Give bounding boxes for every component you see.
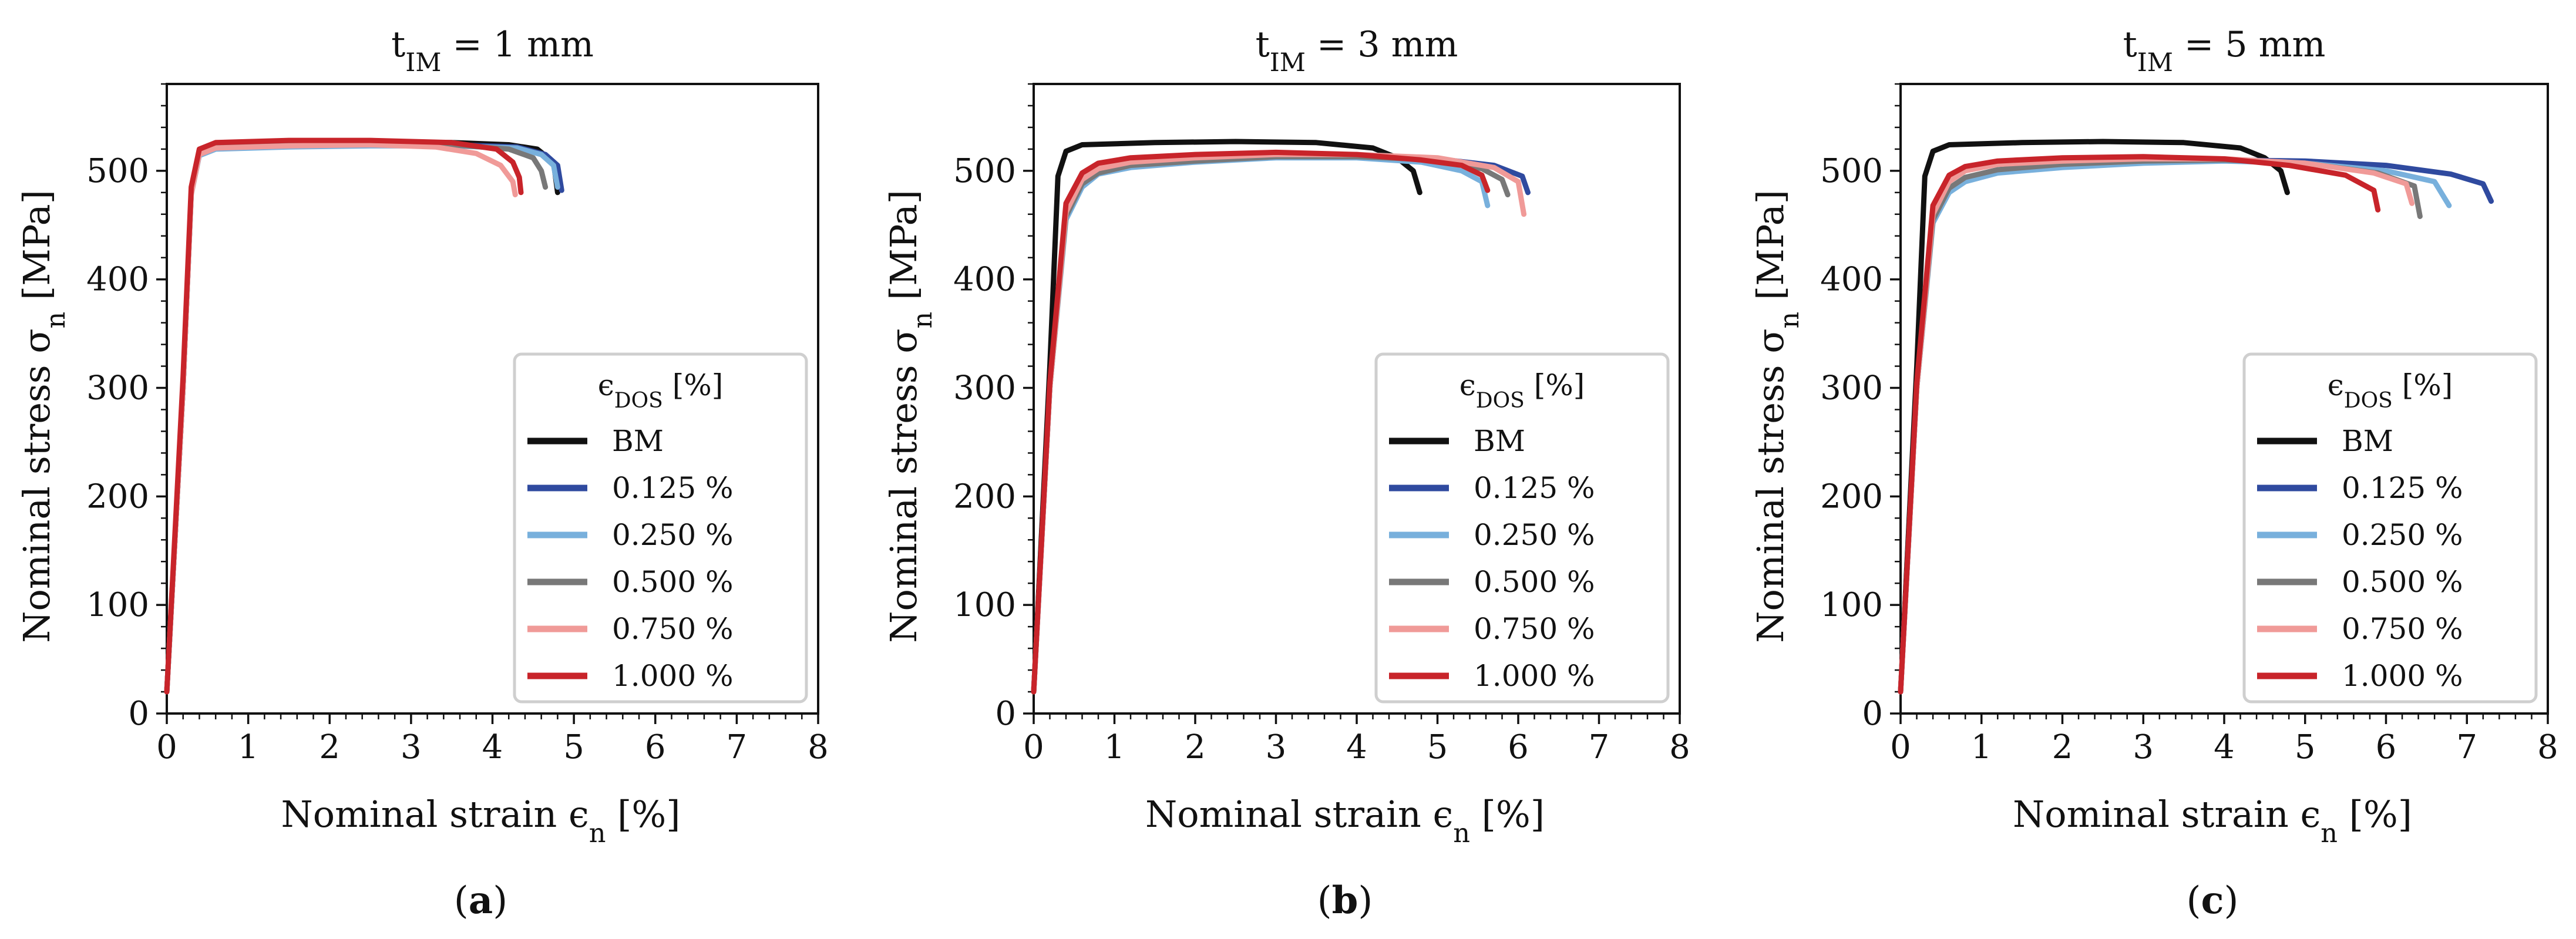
- legend-label: BM: [1474, 424, 1525, 458]
- y-tick-label: 100: [953, 586, 1016, 624]
- y-tick-label: 200: [953, 477, 1016, 516]
- y-tick-label: 300: [86, 369, 149, 408]
- series-line-0-125: [164, 142, 564, 695]
- y-tick-label: 400: [1820, 261, 1883, 299]
- series-line-1-000: [1898, 154, 2381, 695]
- legend-frame: [2242, 352, 2538, 704]
- legend-label: 0.125 %: [1474, 471, 1595, 505]
- legend-label: 0.750 %: [1474, 612, 1595, 646]
- y-tick-label: 500: [953, 152, 1016, 190]
- chart-panel-3: 0 1 2 3 4 5 6 7 8 0 100 200 300 400 500 tIM = 5 mm Nomin…: [1749, 24, 2558, 923]
- legend-label: 0.125 %: [612, 471, 734, 505]
- y-axis-title: Nominal stress σn [MPa]: [15, 190, 71, 643]
- y-tick-label: 300: [1820, 369, 1883, 408]
- legend-label: 0.500 %: [2342, 565, 2463, 599]
- panel-caption: (a): [454, 879, 507, 923]
- x-tick-label: 8: [808, 728, 829, 766]
- x-tick-label: 4: [2214, 728, 2235, 766]
- panel-caption: (c): [2187, 879, 2239, 923]
- series-line-0-500: [164, 141, 549, 695]
- x-tick-label: 6: [645, 728, 666, 766]
- x-axis-title: Nominal strain ϵn [%]: [2013, 793, 2412, 849]
- x-tick-label: 0: [156, 728, 177, 766]
- x-tick-label: 3: [401, 728, 422, 766]
- legend-title: ϵDOS [%]: [1459, 368, 1585, 413]
- x-tick-label: 4: [482, 728, 503, 766]
- y-tick-label: 400: [86, 261, 149, 299]
- chart-panel-1: 0 1 2 3 4 5 6 7 8 0 100 200 300 400 500 tIM = 1 mm Nomin…: [15, 24, 829, 923]
- series-line-1-000: [164, 137, 524, 695]
- legend-label: 0.250 %: [1474, 518, 1595, 552]
- y-tick-label: 200: [86, 477, 149, 516]
- x-axis-title: Nominal strain ϵn [%]: [281, 793, 681, 849]
- x-tick-label: 1: [238, 728, 259, 766]
- panel-caption: (b): [1317, 879, 1373, 923]
- panel-title: tIM = 1 mm: [391, 24, 594, 78]
- x-tick-label: 7: [1589, 728, 1610, 766]
- y-tick-label: 200: [1820, 477, 1883, 516]
- legend: ϵDOS [%] BM 0.125 % 0.250 % 0.500 % 0.750 % 1.…: [513, 352, 808, 704]
- legend-label: 0.500 %: [1474, 565, 1595, 599]
- x-tick-label: 3: [2133, 728, 2154, 766]
- x-tick-label: 2: [319, 728, 340, 766]
- x-tick-label: 8: [2537, 728, 2558, 766]
- legend-label: 1.000 %: [612, 659, 734, 693]
- legend-label: 0.500 %: [612, 565, 734, 599]
- legend-frame: [513, 352, 808, 704]
- x-axis-title: Nominal strain ϵn [%]: [1145, 793, 1545, 849]
- series-line-bm: [1031, 139, 1422, 695]
- y-axis-title: Nominal stress σn [MPa]: [1749, 190, 1805, 643]
- x-tick-label: 4: [1346, 728, 1367, 766]
- legend-label: BM: [2342, 424, 2393, 458]
- y-tick-label: 300: [953, 369, 1016, 408]
- x-tick-label: 5: [563, 728, 584, 766]
- x-tick-label: 6: [1508, 728, 1529, 766]
- y-tick-label: 100: [1820, 586, 1883, 624]
- legend-label: 0.750 %: [612, 612, 734, 646]
- x-tick-label: 7: [727, 728, 748, 766]
- x-tick-label: 8: [1669, 728, 1690, 766]
- y-tick-label: 0: [1862, 695, 1883, 733]
- legend-title: ϵDOS [%]: [2328, 368, 2453, 413]
- x-tick-label: 5: [2295, 728, 2316, 766]
- series-line-1-000: [1031, 149, 1491, 695]
- x-tick-label: 1: [1971, 728, 1992, 766]
- x-tick-label: 7: [2456, 728, 2477, 766]
- y-tick-label: 100: [86, 586, 149, 624]
- y-tick-label: 0: [128, 695, 149, 733]
- x-tick-label: 3: [1266, 728, 1287, 766]
- chart-panel-2: 0 1 2 3 4 5 6 7 8 0 100 200 300 400 500 tIM = 3 mm Nomin…: [882, 24, 1690, 923]
- legend-title: ϵDOS [%]: [598, 368, 723, 413]
- x-tick-label: 6: [2376, 728, 2397, 766]
- series-line-bm: [1898, 139, 2290, 695]
- panel-title: tIM = 3 mm: [1256, 24, 1458, 78]
- y-tick-label: 400: [953, 261, 1016, 299]
- x-tick-label: 1: [1104, 728, 1125, 766]
- panel-title: tIM = 5 mm: [2123, 24, 2326, 78]
- legend-frame: [1374, 352, 1670, 704]
- legend: ϵDOS [%] BM 0.125 % 0.250 % 0.500 % 0.750 % 1.…: [2242, 352, 2538, 704]
- legend-label: 1.000 %: [1474, 659, 1595, 693]
- legend-label: 1.000 %: [2342, 659, 2463, 693]
- series-line-0-250: [164, 143, 560, 695]
- legend-label: 0.250 %: [2342, 518, 2463, 552]
- series-line-bm: [164, 139, 560, 695]
- series-line-0-750: [164, 142, 518, 695]
- legend: ϵDOS [%] BM 0.125 % 0.250 % 0.500 % 0.750 % 1.…: [1374, 352, 1670, 704]
- y-tick-label: 0: [995, 695, 1016, 733]
- x-tick-label: 2: [1185, 728, 1206, 766]
- y-tick-label: 500: [86, 152, 149, 190]
- legend-label: 0.750 %: [2342, 612, 2463, 646]
- y-axis-title: Nominal stress σn [MPa]: [882, 190, 938, 643]
- x-tick-label: 0: [1890, 728, 1911, 766]
- x-tick-label: 2: [2052, 728, 2073, 766]
- legend-label: 0.125 %: [2342, 471, 2463, 505]
- y-tick-label: 500: [1820, 152, 1883, 190]
- x-tick-label: 0: [1023, 728, 1044, 766]
- x-tick-label: 5: [1427, 728, 1448, 766]
- legend-label: 0.250 %: [612, 518, 734, 552]
- legend-label: BM: [612, 424, 664, 458]
